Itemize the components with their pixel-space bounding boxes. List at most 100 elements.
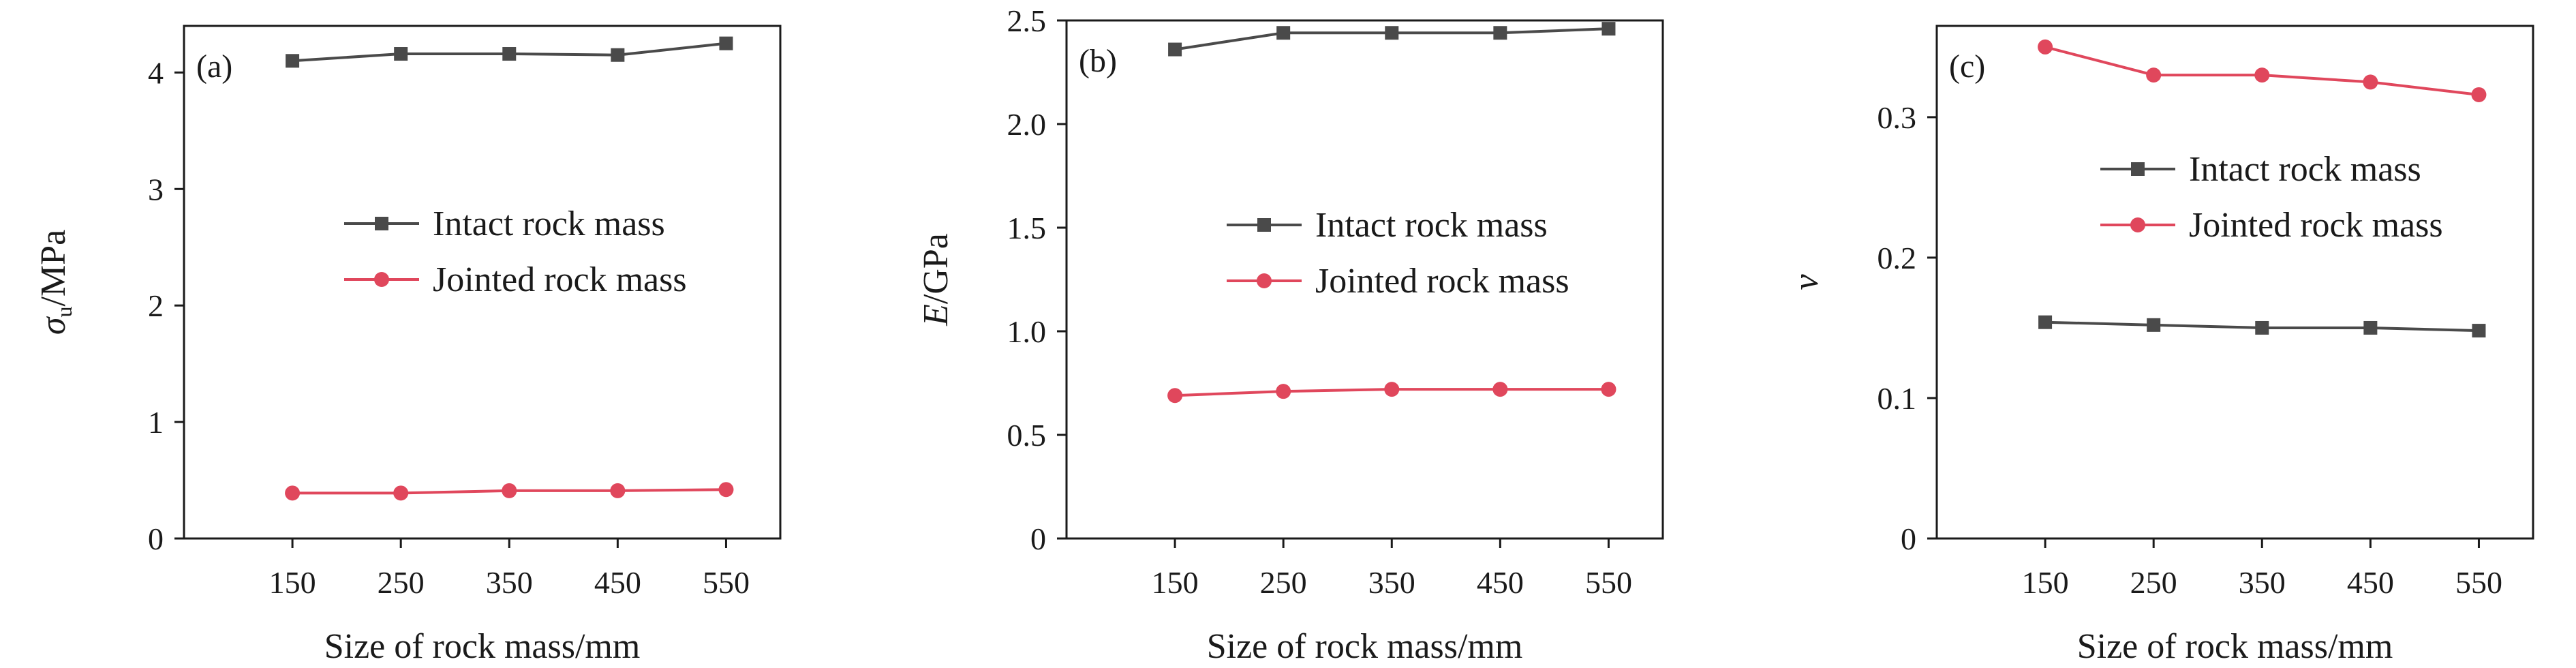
x-axis-title: Size of rock mass/mm (1207, 627, 1523, 666)
y-tick-label: 0.3 (1877, 100, 1917, 135)
x-tick-label: 250 (1260, 565, 1307, 600)
data-point (2254, 67, 2270, 83)
x-tick-label: 450 (594, 565, 641, 600)
data-point (1601, 22, 1616, 36)
x-tick-label: 350 (2239, 565, 2286, 600)
data-point (393, 485, 409, 501)
data-point (718, 482, 734, 498)
x-tick-label: 150 (269, 565, 316, 600)
legend-marker (1257, 218, 1271, 232)
x-tick-label: 250 (2130, 565, 2177, 600)
data-point (2363, 74, 2378, 90)
y-tick-label: 2.0 (1007, 107, 1047, 142)
panel-3: 150 250 350 450 550 0 0.1 0.2 0.3 Size of rock ma… (1787, 25, 2534, 666)
legend-label: Jointed rock mass (433, 260, 687, 299)
data-point (1276, 26, 1291, 40)
data-point (502, 483, 517, 498)
plot-frame (1065, 19, 1664, 540)
plot-frame (1935, 25, 2534, 540)
x-tick-label: 450 (2347, 565, 2394, 600)
x-tick-label: 150 (1152, 565, 1199, 600)
legend-marker (2130, 217, 2145, 232)
y-axis-title: ν (1787, 274, 1826, 290)
legend-label: Intact rock mass (2189, 150, 2421, 189)
data-point (1601, 382, 1616, 397)
series-intact (1168, 22, 1616, 57)
x-tick-label: 550 (2455, 565, 2502, 600)
x-tick-label: 550 (1585, 565, 1632, 600)
data-point (1276, 384, 1291, 399)
data-point (394, 47, 408, 61)
y-tick-label: 2 (148, 288, 164, 323)
y-tick-label: 3 (148, 172, 164, 207)
y-tick-label: 0.1 (1877, 381, 1917, 416)
data-point (2147, 318, 2161, 332)
y-axis-unit: /GPa (917, 233, 955, 304)
series-jointed (285, 482, 734, 501)
legend: Intact rock mass Jointed rock mass (1227, 206, 1569, 301)
y-tick-label: 0.2 (1877, 241, 1917, 275)
data-point (1492, 382, 1508, 397)
panel-label: (a) (196, 48, 232, 85)
data-point (2038, 39, 2053, 55)
y-tick-label: 1.5 (1007, 211, 1047, 245)
plot-frame (183, 25, 782, 540)
y-axis-title: σu/MPa (34, 230, 76, 335)
series-intact (2038, 315, 2486, 338)
data-point (285, 485, 301, 501)
y-tick-label: 0.5 (1007, 418, 1047, 453)
y-tick-label: 4 (148, 55, 164, 90)
data-point (2363, 320, 2378, 335)
y-axis-symbol: σ (34, 316, 73, 335)
data-point (286, 54, 300, 68)
data-point (1384, 382, 1400, 397)
legend-marker (1257, 273, 1272, 288)
series-jointed (1167, 382, 1616, 404)
data-point (2146, 67, 2162, 83)
y-tick-label: 0 (1901, 521, 1916, 556)
panel-label: (c) (1949, 48, 1985, 85)
x-tick-label: 550 (703, 565, 750, 600)
x-tick-label: 150 (2022, 565, 2069, 600)
y-axis-symbol: ν (1787, 274, 1826, 290)
x-tick-label: 350 (486, 565, 533, 600)
x-axis-title: Size of rock mass/mm (324, 627, 641, 666)
y-tick-label: 1 (148, 405, 164, 440)
data-point (2471, 87, 2487, 102)
y-tick-label: 0 (148, 521, 164, 556)
data-point (2472, 324, 2486, 338)
data-point (1385, 26, 1399, 40)
x-tick-label: 350 (1368, 565, 1415, 600)
data-point (502, 47, 517, 61)
x-tick-label: 450 (1477, 565, 1524, 600)
panel-2: 150 250 350 450 550 0 0.5 1.0 1.5 2.0 2.5 Size of r… (917, 3, 1664, 666)
series-jointed (2038, 39, 2487, 102)
data-point (610, 483, 626, 498)
y-axis-unit: /MPa (34, 230, 73, 307)
data-point (1493, 26, 1507, 40)
series-intact (286, 36, 733, 68)
y-axis-title: E/GPa (917, 233, 955, 327)
x-tick-label: 250 (378, 565, 425, 600)
legend-label: Intact rock mass (1315, 206, 1548, 245)
legend-label: Jointed rock mass (1315, 262, 1569, 301)
y-tick-label: 1.0 (1007, 314, 1047, 349)
data-point (2255, 320, 2269, 335)
legend-marker (374, 272, 389, 287)
data-point (719, 36, 733, 50)
legend-marker (375, 217, 388, 230)
data-point (1167, 388, 1183, 404)
legend-label: Intact rock mass (433, 204, 665, 243)
data-point (611, 48, 625, 62)
y-axis-subscript: u (52, 307, 76, 318)
y-tick-label: 0 (1030, 521, 1046, 556)
panel-1: 150 250 350 450 550 0 1 2 3 4 Size of rock mass/mm… (34, 25, 782, 666)
data-point (2038, 315, 2053, 329)
panel-label: (b) (1079, 43, 1117, 79)
y-tick-label: 2.5 (1007, 3, 1047, 38)
x-axis-title: Size of rock mass/mm (2077, 627, 2393, 666)
legend-label: Jointed rock mass (2189, 206, 2443, 245)
legend-marker (2131, 162, 2145, 176)
legend: Intact rock mass Jointed rock mass (2100, 150, 2443, 245)
